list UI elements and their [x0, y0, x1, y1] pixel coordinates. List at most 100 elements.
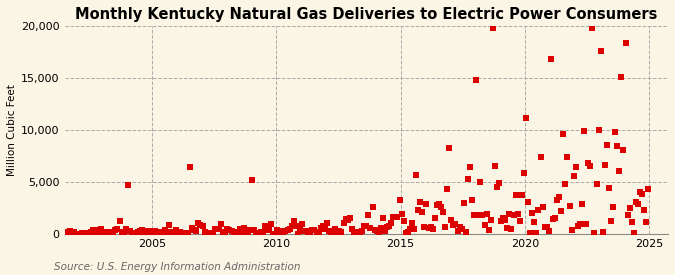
Point: [172, 229, 183, 234]
Point: [174, 230, 185, 234]
Point: [377, 216, 388, 220]
Point: [535, 155, 546, 159]
Point: [597, 230, 608, 235]
Point: [641, 219, 651, 224]
Point: [247, 178, 258, 182]
Point: [299, 229, 310, 234]
Point: [489, 164, 500, 169]
Point: [408, 227, 419, 231]
Point: [634, 190, 645, 195]
Point: [265, 222, 276, 226]
Point: [241, 228, 252, 233]
Point: [332, 230, 343, 234]
Point: [566, 228, 577, 233]
Point: [185, 165, 196, 170]
Point: [222, 227, 233, 231]
Point: [518, 171, 529, 175]
Point: [199, 230, 210, 235]
Point: [253, 231, 264, 235]
Point: [336, 229, 347, 234]
Y-axis label: Million Cubic Feet: Million Cubic Feet: [7, 84, 17, 176]
Point: [637, 192, 647, 197]
Point: [549, 216, 560, 220]
Point: [218, 230, 229, 234]
Point: [292, 232, 303, 236]
Point: [620, 40, 631, 45]
Point: [437, 210, 448, 214]
Point: [178, 231, 189, 236]
Point: [286, 224, 297, 228]
Point: [369, 227, 380, 232]
Point: [388, 214, 399, 219]
Point: [272, 228, 283, 232]
Point: [346, 227, 357, 231]
Point: [506, 226, 517, 231]
Point: [493, 181, 504, 185]
Point: [282, 228, 293, 232]
Point: [156, 230, 167, 235]
Point: [64, 229, 75, 234]
Point: [583, 161, 593, 166]
Point: [502, 226, 513, 230]
Point: [151, 230, 162, 235]
Point: [354, 230, 365, 234]
Point: [384, 224, 395, 228]
Point: [363, 213, 374, 217]
Point: [402, 229, 413, 234]
Point: [303, 230, 314, 235]
Point: [170, 227, 181, 232]
Point: [168, 230, 179, 234]
Point: [371, 229, 382, 233]
Point: [352, 230, 363, 234]
Point: [66, 230, 77, 235]
Point: [102, 230, 113, 234]
Point: [400, 230, 411, 235]
Point: [112, 227, 123, 232]
Point: [85, 230, 96, 235]
Point: [495, 219, 506, 223]
Point: [462, 177, 473, 182]
Point: [431, 203, 442, 207]
Point: [162, 230, 173, 234]
Point: [344, 216, 355, 220]
Point: [261, 228, 272, 232]
Point: [601, 143, 612, 147]
Point: [214, 227, 225, 232]
Point: [520, 116, 531, 120]
Point: [396, 211, 407, 216]
Point: [328, 231, 339, 235]
Point: [226, 229, 237, 233]
Point: [137, 228, 148, 232]
Point: [50, 232, 61, 236]
Point: [537, 205, 548, 209]
Point: [255, 230, 266, 235]
Point: [444, 146, 455, 150]
Point: [288, 219, 299, 224]
Point: [392, 215, 403, 219]
Point: [605, 219, 616, 224]
Point: [593, 127, 604, 132]
Point: [587, 26, 598, 30]
Point: [143, 231, 154, 235]
Point: [568, 174, 579, 178]
Point: [361, 224, 372, 228]
Point: [452, 229, 463, 233]
Point: [62, 232, 73, 236]
Point: [624, 206, 635, 210]
Point: [230, 230, 241, 234]
Point: [608, 204, 618, 209]
Point: [280, 229, 291, 233]
Point: [554, 194, 564, 199]
Point: [483, 228, 494, 233]
Point: [373, 230, 384, 234]
Point: [118, 231, 129, 236]
Point: [110, 228, 121, 232]
Point: [481, 211, 492, 216]
Point: [145, 232, 156, 236]
Point: [564, 204, 575, 208]
Point: [141, 229, 152, 233]
Point: [526, 211, 537, 215]
Point: [419, 224, 430, 229]
Point: [531, 230, 542, 235]
Point: [267, 232, 278, 236]
